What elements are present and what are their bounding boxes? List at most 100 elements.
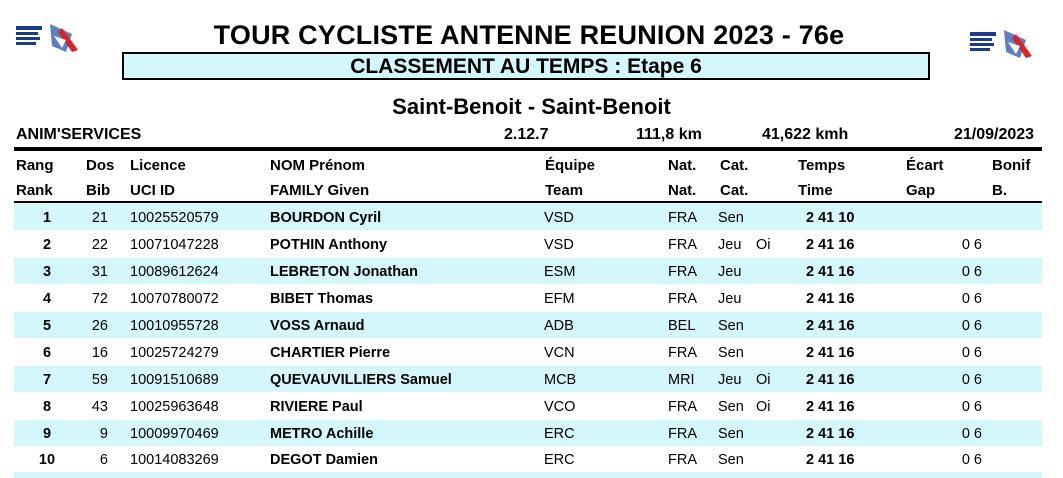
category: Sen <box>718 318 744 334</box>
col-cat-en: Cat. <box>720 182 749 199</box>
table-row: 7 59 10091510689 QUEVAUVILLIERS Samuel M… <box>14 366 1042 392</box>
column-header-row-en: Rank Bib UCI ID FAMILY Given Team Nat. C… <box>16 182 1042 202</box>
organizer: ANIM'SERVICES <box>16 126 142 143</box>
page-title: TOUR CYCLISTE ANTENNE REUNION 2023 - 76e <box>213 20 845 50</box>
gap: 0 6 <box>961 291 982 307</box>
rider-name: CHARTIER Pierre <box>270 345 391 361</box>
nationality: FRA <box>668 399 697 415</box>
col-bonus-en: B. <box>992 182 1007 199</box>
category: Sen <box>718 345 744 361</box>
nationality: FRA <box>668 237 697 253</box>
rider-name: QUEVAUVILLIERS Samuel <box>270 372 452 388</box>
federation-logo-right-icon <box>970 30 1032 58</box>
bib: 43 <box>91 399 108 415</box>
gap: 0 6 <box>961 426 982 442</box>
team: ESM <box>544 264 576 280</box>
classification-subtitle: CLASSEMENT AU TEMPS : Etape 6 <box>122 52 930 80</box>
category: Sen <box>718 210 744 226</box>
col-gap: Écart <box>906 157 944 174</box>
table-row: 9 9 10009970469 METRO Achille ERC FRA Se… <box>14 420 1042 446</box>
gap: 0 6 <box>961 318 982 334</box>
col-time-en: Time <box>798 182 833 199</box>
time: 2 41 16 <box>806 426 855 442</box>
table-row: 8 43 10025963648 RIVIERE Paul VCO FRA Se… <box>14 393 1042 419</box>
stage-distance: 111,8 km <box>636 126 702 143</box>
rank: 4 <box>42 291 52 307</box>
col-name-en: FAMILY Given <box>270 182 370 199</box>
category: Jeu <box>718 237 742 253</box>
col-nat-en: Nat. <box>668 182 697 199</box>
col-gap-en: Gap <box>906 182 936 199</box>
gap: 0 6 <box>961 399 982 415</box>
rider-name: LEBRETON Jonathan <box>270 264 418 280</box>
col-team-en: Team <box>545 182 584 199</box>
col-bib: Dos <box>86 157 115 174</box>
category: Sen <box>718 426 744 442</box>
bib: 31 <box>91 264 108 280</box>
rank: 5 <box>42 318 52 334</box>
race-info-row: ANIM'SERVICES 2.12.7 111,8 km 41,622 kmh… <box>16 126 1042 146</box>
time: 2 41 16 <box>806 452 855 468</box>
rider-name: DEGOT Damien <box>270 452 378 468</box>
uci-id: 10014083269 <box>130 452 219 468</box>
table-row: 6 16 10025724279 CHARTIER Pierre VCN FRA… <box>14 339 1042 365</box>
rider-name: BOURDON Cyril <box>270 210 382 226</box>
average-speed: 41,622 kmh <box>762 126 849 143</box>
col-uci: Licence <box>130 157 186 174</box>
bib: 6 <box>99 452 108 468</box>
col-nat: Nat. <box>668 157 697 174</box>
federation-logo-left-icon <box>16 24 78 52</box>
column-header-row-fr: Rang Dos Licence NOM Prénom Équipe Nat. … <box>16 157 1042 177</box>
time: 2 41 16 <box>806 399 855 415</box>
team: ADB <box>544 318 574 334</box>
team: VSD <box>544 210 574 226</box>
uci-id: 10025963648 <box>130 399 219 415</box>
col-bonus: Bonif <box>992 157 1031 174</box>
bib: 59 <box>91 372 108 388</box>
category-extra: Oi <box>756 237 771 253</box>
table-row: 1 21 10025520579 BOURDON Cyril VSD FRA S… <box>14 204 1042 230</box>
rank: 3 <box>42 264 52 280</box>
time: 2 41 10 <box>806 210 855 226</box>
team: VCO <box>544 399 576 415</box>
rank: 10 <box>38 452 56 468</box>
time: 2 41 16 <box>806 318 855 334</box>
header-divider <box>14 147 1042 151</box>
rank: 8 <box>42 399 52 415</box>
time: 2 41 16 <box>806 237 855 253</box>
column-header-divider <box>14 201 1042 203</box>
uci-id: 10025724279 <box>130 345 219 361</box>
rider-name: METRO Achille <box>270 426 374 442</box>
col-cat: Cat. <box>720 157 749 174</box>
bib: 72 <box>91 291 108 307</box>
bib: 9 <box>99 426 108 442</box>
rank: 1 <box>42 210 52 226</box>
col-bib-en: Bib <box>86 182 111 199</box>
time: 2 41 16 <box>806 345 855 361</box>
rank: 9 <box>42 426 52 442</box>
gap: 0 6 <box>961 237 982 253</box>
uci-id: 10089612624 <box>130 264 219 280</box>
uci-id: 10071047228 <box>130 237 219 253</box>
bib: 26 <box>91 318 108 334</box>
category-extra: Oi <box>756 399 771 415</box>
bib: 16 <box>91 345 108 361</box>
time: 2 41 16 <box>806 264 855 280</box>
col-rank: Rang <box>16 157 54 174</box>
table-row: 10 6 10014083269 DEGOT Damien ERC FRA Se… <box>14 446 1042 472</box>
table-row: 5 26 10010955728 VOSS Arnaud ADB BEL Sen… <box>14 312 1042 338</box>
nationality: BEL <box>668 318 696 334</box>
race-code: 2.12.7 <box>504 126 549 143</box>
gap: 0 6 <box>961 345 982 361</box>
category: Jeu <box>718 372 742 388</box>
stage-route: Saint-Benoit - Saint-Benoit <box>392 94 671 119</box>
uci-id: 10025520579 <box>130 210 219 226</box>
rank: 7 <box>42 372 52 388</box>
rider-name: VOSS Arnaud <box>270 318 365 334</box>
nationality: FRA <box>668 264 697 280</box>
gap: 0 6 <box>961 452 982 468</box>
category: Sen <box>718 399 744 415</box>
table-row-partial <box>14 472 1042 478</box>
gap: 0 6 <box>961 372 982 388</box>
bib: 22 <box>91 237 108 253</box>
